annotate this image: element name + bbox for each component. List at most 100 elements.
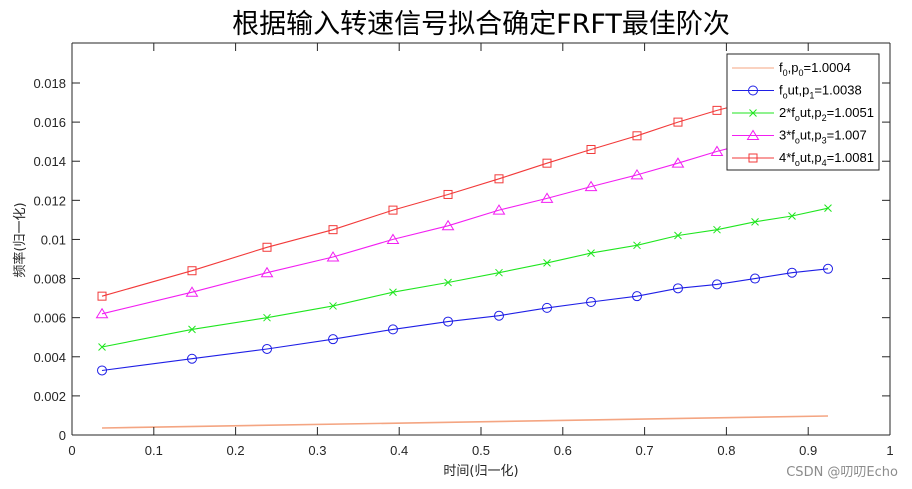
x-tick-label: 0.7 bbox=[636, 443, 654, 458]
series-1 bbox=[97, 263, 833, 376]
data-point bbox=[97, 291, 107, 301]
y-tick-label: 0.01 bbox=[41, 232, 66, 247]
legend: f0,p0=1.0004 fout,p1=1.0038 2*fout,p2=1.00… bbox=[726, 53, 880, 171]
data-point bbox=[751, 217, 759, 226]
data-point bbox=[632, 131, 642, 141]
data-point bbox=[633, 241, 641, 250]
data-point bbox=[443, 189, 453, 199]
data-point bbox=[712, 105, 722, 115]
data-point bbox=[387, 324, 398, 335]
data-point bbox=[750, 273, 761, 284]
x-tick-label: 0 bbox=[68, 443, 75, 458]
x-tick-label: 0.5 bbox=[472, 443, 490, 458]
legend-item: 2*fout,p2=1.0051 bbox=[732, 105, 874, 123]
x-tick-label: 0.8 bbox=[717, 443, 735, 458]
data-point bbox=[586, 297, 597, 308]
plot-area bbox=[95, 76, 835, 429]
y-tick-label: 0.014 bbox=[33, 154, 66, 169]
data-point bbox=[587, 249, 595, 257]
legend-item: 3*fout,p3=1.007 bbox=[732, 128, 867, 146]
data-point bbox=[746, 129, 760, 140]
y-tick-label: 0.012 bbox=[33, 193, 66, 208]
data-point bbox=[788, 212, 796, 220]
data-point bbox=[263, 313, 271, 322]
data-point bbox=[748, 153, 758, 163]
chart-title: 根据输入转速信号拟合确定FRFT最佳阶次 bbox=[232, 9, 730, 40]
data-point bbox=[673, 117, 683, 127]
data-point bbox=[185, 286, 199, 297]
data-point bbox=[262, 242, 272, 252]
data-point bbox=[824, 204, 832, 213]
data-point bbox=[187, 353, 198, 364]
data-point bbox=[494, 174, 504, 184]
data-point bbox=[326, 251, 340, 262]
series-3 bbox=[95, 116, 835, 319]
data-point bbox=[388, 205, 398, 215]
x-tick-label: 0.6 bbox=[554, 443, 572, 458]
data-point bbox=[98, 343, 106, 351]
x-tick-label: 1 bbox=[886, 443, 893, 458]
data-point bbox=[672, 283, 683, 294]
data-point bbox=[787, 267, 798, 278]
x-tick-label: 0.2 bbox=[227, 443, 245, 458]
series-2 bbox=[98, 204, 832, 351]
legend-label: 2*fout,p2=1.0051 bbox=[779, 105, 874, 123]
x-tick-label: 0.9 bbox=[799, 443, 817, 458]
data-point bbox=[586, 144, 596, 154]
data-point bbox=[674, 231, 682, 240]
x-tick-label: 0.4 bbox=[390, 443, 408, 458]
y-tick-label: 0.006 bbox=[33, 311, 66, 326]
x-tick-label: 0.3 bbox=[308, 443, 326, 458]
data-point bbox=[328, 225, 338, 235]
watermark: CSDN @叨叨Echo bbox=[786, 465, 898, 480]
data-point bbox=[389, 288, 397, 297]
data-point bbox=[188, 325, 196, 334]
legend-label: fout,p1=1.0038 bbox=[779, 83, 862, 101]
data-point bbox=[492, 204, 506, 215]
data-point bbox=[749, 109, 757, 117]
data-point bbox=[262, 343, 273, 354]
data-point bbox=[542, 302, 553, 313]
data-point bbox=[97, 365, 108, 376]
data-point bbox=[630, 168, 644, 180]
legend-item: fout,p1=1.0038 bbox=[732, 83, 862, 101]
x-axis-title: 时间(归一化) bbox=[443, 464, 518, 479]
data-point bbox=[748, 85, 758, 96]
y-tick-label: 0.008 bbox=[33, 272, 66, 287]
legend-label: f0,p0=1.0004 bbox=[779, 60, 851, 78]
series-0 bbox=[101, 415, 829, 429]
data-point bbox=[444, 278, 452, 287]
legend-label: 3*fout,p3=1.007 bbox=[779, 128, 867, 146]
legend-item: 4*fout,p4=1.0081 bbox=[732, 150, 874, 168]
data-point bbox=[631, 291, 642, 302]
data-point bbox=[584, 180, 598, 192]
data-point bbox=[441, 219, 455, 231]
y-tick-label: 0.002 bbox=[33, 389, 66, 404]
data-point bbox=[95, 307, 109, 319]
data-point bbox=[671, 157, 685, 168]
data-point bbox=[711, 279, 722, 290]
data-point bbox=[713, 225, 721, 234]
data-point bbox=[710, 145, 724, 156]
data-point bbox=[443, 316, 454, 327]
data-point bbox=[329, 302, 337, 310]
legend-item: f0,p0=1.0004 bbox=[732, 60, 851, 78]
x-tick-label: 0.1 bbox=[145, 443, 163, 458]
data-point bbox=[495, 268, 503, 277]
data-point bbox=[540, 192, 554, 203]
y-tick-label: 0.004 bbox=[33, 350, 66, 365]
y-tick-label: 0 bbox=[59, 428, 66, 443]
data-point bbox=[543, 259, 551, 267]
axes: 0 0.1 0.2 0.3 0.4 0.5 0.6 0.7 0.8 0.9 1 0 0.002 0.004… bbox=[33, 42, 894, 458]
data-point bbox=[822, 263, 833, 274]
data-point bbox=[542, 158, 552, 168]
legend-label: 4*fout,p4=1.0081 bbox=[779, 150, 874, 168]
y-tick-label: 0.016 bbox=[33, 115, 66, 130]
y-axis-title: 频率(归一化) bbox=[12, 202, 28, 277]
data-point bbox=[386, 233, 400, 244]
data-point bbox=[328, 334, 339, 345]
data-point bbox=[260, 266, 274, 278]
series-4 bbox=[97, 76, 833, 301]
data-point bbox=[187, 266, 197, 276]
